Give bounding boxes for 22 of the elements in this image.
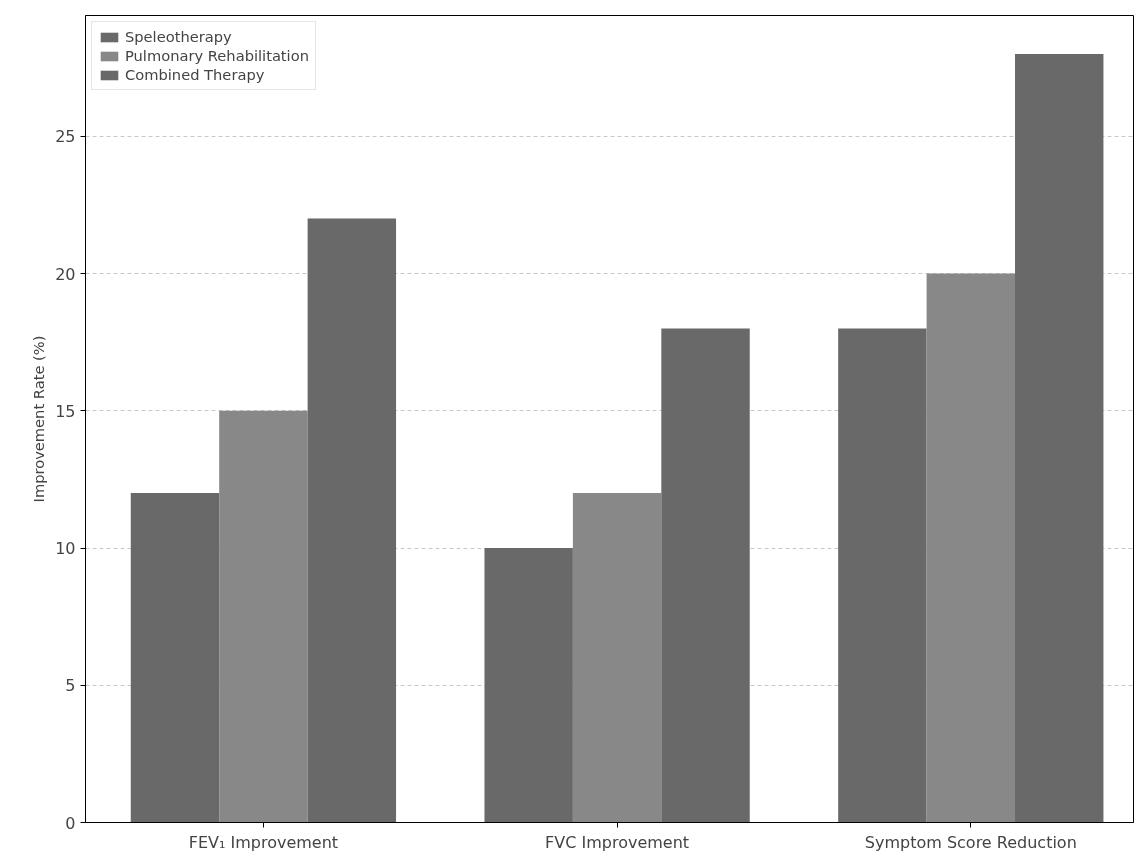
y-tick-label: 25: [55, 127, 76, 147]
x-tick-label: Symptom Score Reduction: [864, 832, 1077, 852]
bar: [484, 548, 573, 823]
y-tick-label: 15: [55, 401, 76, 421]
bar: [572, 493, 662, 823]
y-tick-label: 20: [55, 264, 76, 284]
bar: [838, 328, 927, 823]
y-tick-label: 0: [65, 813, 76, 833]
bar: [1015, 53, 1104, 823]
bar: [130, 493, 220, 823]
legend-label: Speleotherapy: [125, 28, 232, 45]
bar: [661, 328, 750, 823]
bar: [219, 410, 308, 823]
bar: [307, 218, 397, 823]
x-tick-label: FEV₁ Improvement: [188, 832, 339, 852]
legend-label: Combined Therapy: [125, 66, 265, 83]
x-tick-label: FVC Improvement: [545, 832, 690, 852]
bar: [926, 273, 1016, 823]
y-tick-label: 10: [55, 539, 76, 559]
y-axis-title: Improvement Rate (%): [30, 335, 48, 503]
y-tick-label: 5: [65, 676, 76, 696]
legend-label: Pulmonary Rehabilitation: [125, 47, 309, 64]
